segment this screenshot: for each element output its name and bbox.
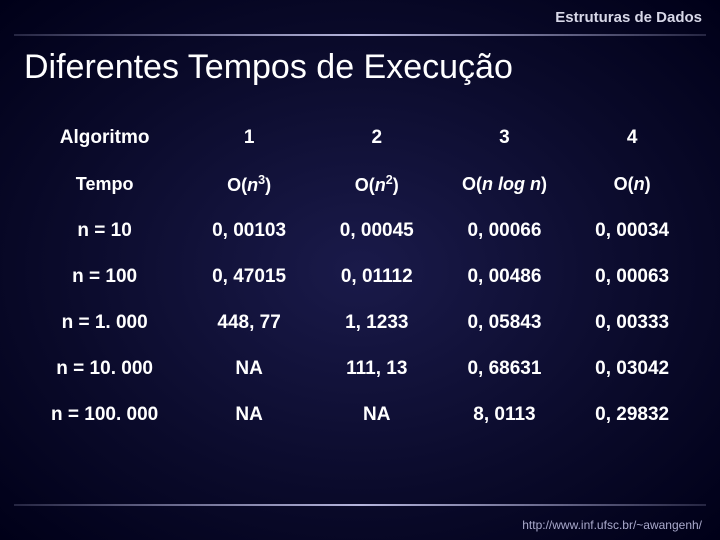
row-label: n = 10. 000 <box>24 346 185 392</box>
table-row: n = 100, 001030, 000450, 000660, 00034 <box>24 208 696 254</box>
row-cell: 1, 1233 <box>313 300 441 346</box>
row-cell: 8, 0113 <box>441 392 569 438</box>
row-cell: 111, 13 <box>313 346 441 392</box>
table-body: n = 100, 001030, 000450, 000660, 00034n … <box>24 208 696 438</box>
row-label: n = 100. 000 <box>24 392 185 438</box>
header-col: 4 <box>568 115 696 161</box>
row-cell: 0, 00045 <box>313 208 441 254</box>
table-row: n = 1. 000448, 771, 12330, 058430, 00333 <box>24 300 696 346</box>
bottom-divider <box>14 504 706 506</box>
complexity-table: Algoritmo 1 2 3 4 Tempo O(n3) O(n2) O(n … <box>24 115 696 438</box>
complexity-label: Tempo <box>24 161 185 208</box>
header-label: Algoritmo <box>24 115 185 161</box>
header-text: Estruturas de Dados <box>555 9 702 26</box>
table-header-row: Algoritmo 1 2 3 4 <box>24 115 696 161</box>
slide-content: Diferentes Tempos de Execução Algoritmo … <box>24 48 696 438</box>
row-cell: NA <box>313 392 441 438</box>
slide-title: Diferentes Tempos de Execução <box>24 48 696 87</box>
row-cell: 0, 05843 <box>441 300 569 346</box>
complexity-row: Tempo O(n3) O(n2) O(n log n) O(n) <box>24 161 696 208</box>
row-cell: 0, 00066 <box>441 208 569 254</box>
complexity-cell: O(n3) <box>185 161 313 208</box>
row-cell: 448, 77 <box>185 300 313 346</box>
table-row: n = 1000, 470150, 011120, 004860, 00063 <box>24 254 696 300</box>
row-label: n = 10 <box>24 208 185 254</box>
row-cell: 0, 47015 <box>185 254 313 300</box>
complexity-cell: O(n log n) <box>441 161 569 208</box>
row-label: n = 1. 000 <box>24 300 185 346</box>
row-cell: 0, 03042 <box>568 346 696 392</box>
row-cell: 0, 68631 <box>441 346 569 392</box>
row-cell: 0, 00063 <box>568 254 696 300</box>
row-cell: 0, 00034 <box>568 208 696 254</box>
complexity-cell: O(n2) <box>313 161 441 208</box>
header-col: 1 <box>185 115 313 161</box>
header-bar: Estruturas de Dados <box>0 0 720 34</box>
row-cell: 0, 00486 <box>441 254 569 300</box>
complexity-cell: O(n) <box>568 161 696 208</box>
row-cell: NA <box>185 392 313 438</box>
row-cell: 0, 01112 <box>313 254 441 300</box>
table-row: n = 100. 000NANA8, 01130, 29832 <box>24 392 696 438</box>
table-row: n = 10. 000NA111, 130, 686310, 03042 <box>24 346 696 392</box>
row-cell: 0, 29832 <box>568 392 696 438</box>
top-divider <box>14 34 706 36</box>
footer-url: http://www.inf.ufsc.br/~awangenh/ <box>522 518 702 532</box>
row-cell: NA <box>185 346 313 392</box>
header-col: 2 <box>313 115 441 161</box>
row-cell: 0, 00333 <box>568 300 696 346</box>
row-cell: 0, 00103 <box>185 208 313 254</box>
header-col: 3 <box>441 115 569 161</box>
row-label: n = 100 <box>24 254 185 300</box>
footer-bar: http://www.inf.ufsc.br/~awangenh/ <box>0 510 720 540</box>
